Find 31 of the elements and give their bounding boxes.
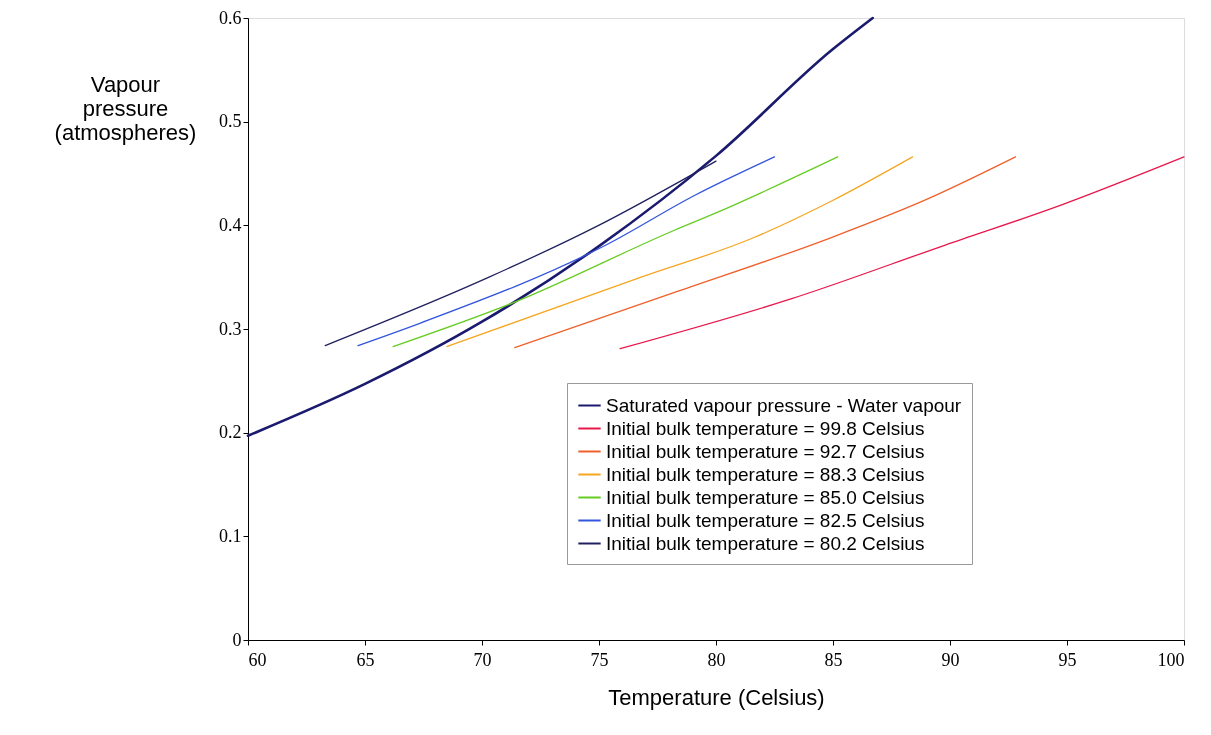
line-series bbox=[446, 156, 914, 348]
legend-label: Initial bulk temperature = 85.0 Celsius bbox=[606, 486, 925, 508]
x-tick-label: 70 bbox=[473, 649, 492, 670]
legend-label: Initial bulk temperature = 88.3 Celsius bbox=[606, 463, 925, 485]
x-tick-label: 65 bbox=[356, 649, 375, 670]
legend-label: Initial bulk temperature = 92.7 Celsius bbox=[606, 440, 925, 462]
legend-label: Saturated vapour pressure - Water vapour bbox=[606, 394, 962, 416]
x-tick-label: 75 bbox=[590, 649, 609, 670]
line-series bbox=[619, 156, 1185, 350]
legend-label: Initial bulk temperature = 82.5 Celsius bbox=[606, 509, 925, 531]
line-series bbox=[324, 160, 717, 347]
line-series bbox=[392, 156, 839, 348]
line-series bbox=[357, 156, 776, 347]
x-axis-title: Temperature (Celsius) bbox=[608, 684, 825, 710]
y-tick-label: 0 bbox=[232, 629, 242, 650]
x-tick-label: 85 bbox=[824, 649, 843, 670]
y-tick-label: 0.5 bbox=[219, 111, 242, 132]
y-tick-label: 0.6 bbox=[219, 7, 242, 28]
y-axis-title: Vapour pressure (atmospheres) bbox=[54, 71, 197, 145]
y-tick-label: 0.4 bbox=[219, 214, 242, 235]
y-tick-label: 0.2 bbox=[219, 422, 242, 443]
x-tick-label: 100 bbox=[1157, 649, 1185, 670]
legend-label: Initial bulk temperature = 99.8 Celsius bbox=[606, 417, 925, 439]
y-tick-label: 0.1 bbox=[219, 525, 242, 546]
line-series bbox=[514, 156, 1017, 349]
legend-label: Initial bulk temperature = 80.2 Celsius bbox=[606, 532, 925, 554]
y-tick-label: 0.3 bbox=[219, 318, 242, 339]
x-tick-label: 80 bbox=[707, 649, 726, 670]
x-tick-label: 60 bbox=[248, 649, 267, 670]
x-tick-label: 90 bbox=[941, 649, 960, 670]
x-tick-label: 95 bbox=[1058, 649, 1077, 670]
